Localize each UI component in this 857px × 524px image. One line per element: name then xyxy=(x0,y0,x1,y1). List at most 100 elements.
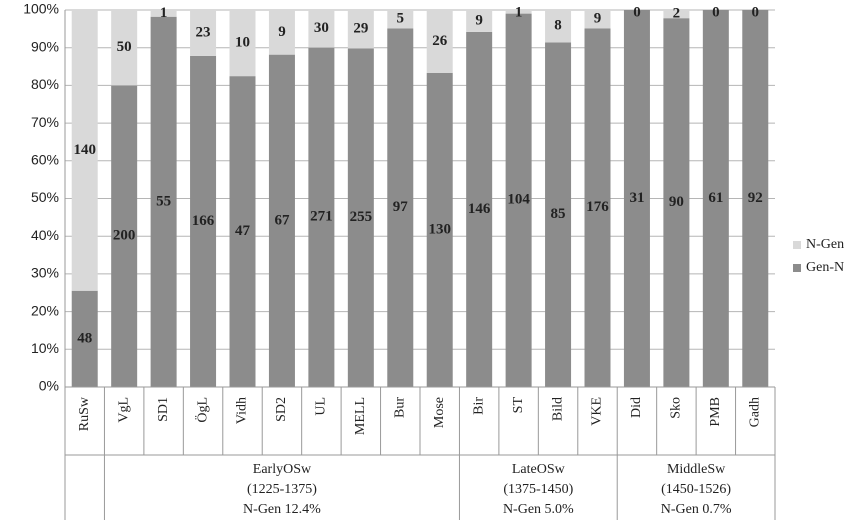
bar-segment xyxy=(742,10,769,387)
value-label: 31 xyxy=(629,190,644,206)
value-label: 9 xyxy=(475,12,483,28)
bar-segment xyxy=(190,10,217,56)
y-tick-label: 0% xyxy=(39,378,59,394)
value-label: 200 xyxy=(113,228,136,244)
y-tick-label: 20% xyxy=(31,302,59,318)
value-label: 47 xyxy=(235,223,251,239)
y-tick-label: 80% xyxy=(31,76,59,92)
value-label: 130 xyxy=(428,221,451,237)
group-label: N-Gen 0.7% xyxy=(661,502,732,517)
x-tick-label: Mose xyxy=(432,397,447,428)
bar-segment xyxy=(584,28,611,387)
y-tick-label: 10% xyxy=(31,340,59,356)
legend-label: Gen-N xyxy=(806,260,844,275)
bar-segment xyxy=(190,55,217,388)
y-tick-label: 50% xyxy=(31,189,59,205)
x-tick-label: Bild xyxy=(550,397,565,421)
x-tick-label: VKE xyxy=(590,397,605,426)
x-tick-label: Vidh xyxy=(235,397,250,424)
bar-segment xyxy=(387,10,414,29)
x-tick-label: UL xyxy=(314,397,329,416)
bar-segment xyxy=(702,10,729,387)
y-tick-label: 70% xyxy=(31,114,59,130)
value-label: 23 xyxy=(196,24,211,40)
bar-segment xyxy=(426,10,453,73)
value-label: 5 xyxy=(397,11,405,27)
value-label: 9 xyxy=(278,24,286,40)
value-label: 166 xyxy=(192,213,215,229)
bar-segment xyxy=(387,28,414,387)
bar-segment xyxy=(584,10,611,29)
value-label: 61 xyxy=(708,190,723,206)
value-label: 85 xyxy=(551,206,566,222)
value-label: 67 xyxy=(274,212,290,228)
x-tick-label: VgL xyxy=(116,397,131,423)
y-tick-label: 100% xyxy=(23,1,59,17)
group-label: N-Gen 5.0% xyxy=(503,502,574,517)
legend-swatch xyxy=(793,241,801,249)
value-label: 30 xyxy=(314,20,329,36)
value-label: 97 xyxy=(393,199,409,215)
value-label: 146 xyxy=(468,201,491,217)
value-label: 0 xyxy=(633,4,641,20)
value-label: 271 xyxy=(310,209,333,225)
value-label: 10 xyxy=(235,35,250,51)
value-label: 90 xyxy=(669,194,684,210)
bar-segment xyxy=(663,18,690,388)
bar-segment xyxy=(111,10,138,86)
value-label: 50 xyxy=(117,39,132,55)
x-tick-label: Sko xyxy=(669,397,684,419)
x-tick-label: MELL xyxy=(353,397,368,435)
value-label: 1 xyxy=(160,5,168,21)
value-label: 26 xyxy=(432,33,448,49)
bar-segment xyxy=(268,54,295,387)
group-label: N-Gen 12.4% xyxy=(243,502,321,517)
bar-segment xyxy=(466,31,493,388)
legend-label: N-Gen xyxy=(806,237,844,252)
bar-segment xyxy=(426,72,453,387)
group-label: EarlyOSw xyxy=(253,462,312,477)
bar-segment xyxy=(71,290,98,387)
bar-segment xyxy=(347,10,374,49)
bar-segment xyxy=(229,10,256,77)
value-label: 55 xyxy=(156,193,171,209)
bar-segment xyxy=(268,10,295,55)
bar-segment xyxy=(308,47,335,388)
group-label: (1375-1450) xyxy=(503,482,573,497)
value-label: 140 xyxy=(73,142,96,158)
x-tick-label: SD2 xyxy=(274,397,289,422)
value-label: 0 xyxy=(752,4,760,20)
y-tick-label: 60% xyxy=(31,152,59,168)
value-label: 29 xyxy=(353,21,368,37)
x-tick-label: Gadh xyxy=(747,397,762,427)
value-label: 104 xyxy=(507,192,530,208)
y-tick-label: 40% xyxy=(31,227,59,243)
bar-segment xyxy=(466,10,493,32)
bar-segment xyxy=(347,48,374,387)
value-label: 48 xyxy=(77,330,92,346)
bar-segment xyxy=(623,10,650,387)
group-label: MiddleSw xyxy=(667,462,726,477)
value-label: 9 xyxy=(594,11,602,27)
value-label: 1 xyxy=(515,4,523,20)
bar-segment xyxy=(505,13,532,387)
x-tick-label: SD1 xyxy=(156,397,171,422)
value-label: 92 xyxy=(748,190,763,206)
bar-segment xyxy=(229,76,256,387)
bar-segment xyxy=(71,10,98,291)
x-tick-label: Did xyxy=(629,397,644,418)
value-label: 176 xyxy=(586,199,609,215)
bar-segment xyxy=(545,42,572,387)
x-tick-label: PMB xyxy=(708,397,723,427)
value-label: 255 xyxy=(350,209,373,225)
x-tick-label: Bur xyxy=(392,397,407,418)
group-label: LateOSw xyxy=(512,462,566,477)
group-label: (1225-1375) xyxy=(247,482,317,497)
value-label: 2 xyxy=(673,6,681,22)
bar-segment xyxy=(150,10,177,17)
x-tick-label: ST xyxy=(511,397,526,414)
bar-segment xyxy=(111,85,138,388)
bar-segment xyxy=(545,10,572,43)
